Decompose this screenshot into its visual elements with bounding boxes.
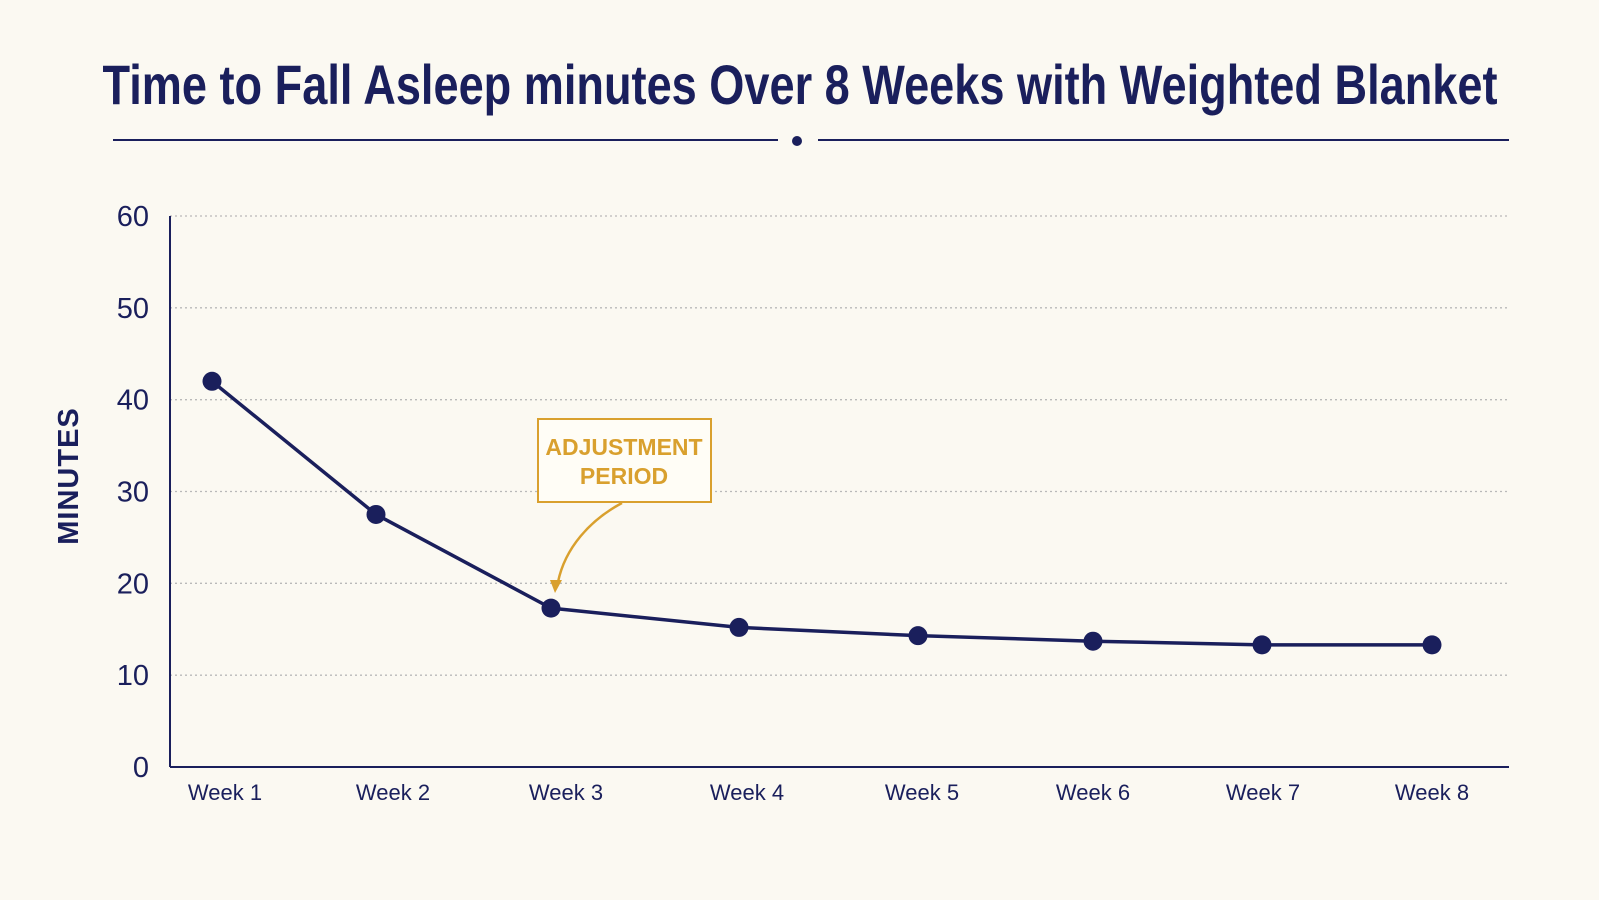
x-tick-label-3: Week 3 (529, 780, 603, 805)
series (202, 371, 1442, 655)
y-tick-label-60: 60 (117, 201, 149, 233)
axes (169, 216, 1509, 768)
series-line (210, 379, 1434, 647)
data-point-week-3 (541, 598, 561, 618)
y-tick-label-10: 10 (117, 660, 149, 692)
y-tick-labels: 0 10 20 30 40 50 60 (117, 201, 149, 784)
title-divider (113, 136, 1509, 146)
x-tick-label-7: Week 7 (1226, 780, 1300, 805)
data-point-week-4 (729, 617, 749, 637)
gridlines (170, 215, 1509, 676)
y-axis-label: MINUTES (53, 407, 85, 545)
x-tick-label-6: Week 6 (1056, 780, 1130, 805)
data-point-week-2 (366, 504, 386, 524)
data-point-week-1 (202, 371, 222, 391)
y-tick-label-20: 20 (117, 568, 149, 600)
y-tick-label-50: 50 (117, 293, 149, 325)
annotation-adjustment-period: ADJUSTMENT PERIOD (537, 418, 712, 593)
annotation-arrow (556, 501, 623, 583)
data-point-week-8 (1422, 635, 1442, 655)
x-tick-label-4: Week 4 (710, 780, 784, 805)
y-tick-label-40: 40 (117, 385, 149, 417)
annotation-text-line-2: PERIOD (580, 463, 668, 489)
annotation-text-line-1: ADJUSTMENT (545, 434, 702, 460)
data-point-week-7 (1252, 635, 1272, 655)
chart-title: Time to Fall Asleep minutes Over 8 Weeks… (103, 53, 1498, 116)
annotation-box (537, 418, 712, 503)
data-point-week-5 (908, 626, 928, 646)
x-tick-label-2: Week 2 (356, 780, 430, 805)
x-tick-label-5: Week 5 (885, 780, 959, 805)
x-tick-label-8: Week 8 (1395, 780, 1469, 805)
y-tick-label-0: 0 (133, 752, 149, 784)
y-tick-label-30: 30 (117, 477, 149, 509)
x-tick-label-1: Week 1 (188, 780, 262, 805)
x-tick-labels: Week 1 Week 2 Week 3 Week 4 Week 5 Week 6 Week… (188, 780, 1469, 805)
data-point-week-6 (1083, 631, 1103, 651)
annotation-arrowhead (550, 580, 562, 593)
